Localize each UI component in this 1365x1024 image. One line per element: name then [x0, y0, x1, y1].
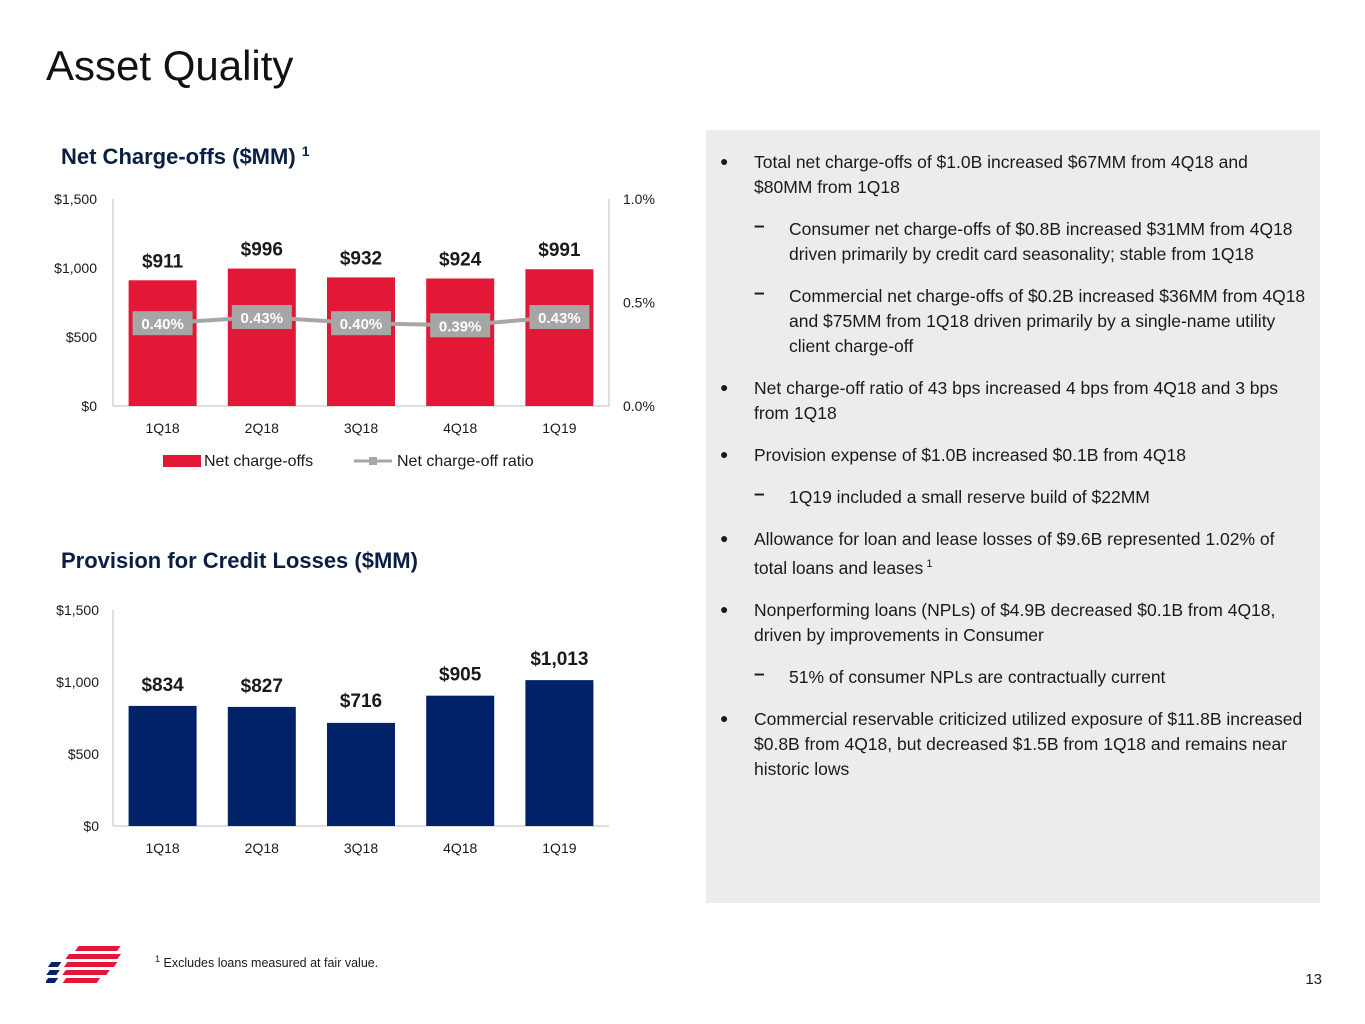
bullet-text: 1Q19 included a small reserve build of $…: [789, 487, 1150, 507]
sub-bullet-item: 1Q19 included a small reserve build of $…: [720, 482, 1310, 510]
bar-value-label: $911: [142, 251, 184, 272]
ratio-value-label: 0.43%: [538, 310, 581, 327]
y-tick-label: $0: [81, 398, 97, 414]
bullet-item: Nonperforming loans (NPLs) of $4.9B decr…: [720, 597, 1310, 648]
bar-value-label: $996: [241, 240, 283, 261]
ratio-label-box: [430, 313, 491, 338]
x-tick-label: 1Q19: [542, 840, 576, 856]
bar-value-label: $1,013: [530, 649, 588, 670]
ratio-label-box: [331, 311, 391, 336]
bullet-item: Commercial reservable criticized utilize…: [720, 706, 1310, 782]
ratio-label-box: [529, 304, 590, 329]
page-number: 13: [1305, 971, 1322, 988]
provision-bar: [227, 706, 296, 826]
x-tick-label: 1Q19: [542, 420, 576, 436]
y-tick-label: $1,000: [54, 260, 97, 276]
x-tick-label: 1Q18: [145, 840, 179, 856]
bullet-item: Total net charge-offs of $1.0B increased…: [720, 149, 1310, 200]
bullet-item: Allowance for loan and lease losses of $…: [720, 526, 1310, 581]
x-tick-label: 4Q18: [443, 840, 477, 856]
ratio-value-label: 0.43%: [241, 310, 284, 327]
x-tick-label: 1Q18: [145, 420, 179, 436]
bullet-text: Allowance for loan and lease losses of $…: [754, 529, 1275, 578]
bullet-text: Total net charge-offs of $1.0B increased…: [754, 152, 1248, 197]
y-tick-label: $0: [83, 818, 99, 834]
footnote: 1 Excludes loans measured at fair value.: [155, 954, 379, 970]
x-tick-label: 2Q18: [245, 420, 279, 436]
provision-bar: [327, 722, 395, 826]
net-charge-offs-bar: [525, 269, 594, 406]
bar-value-label: $834: [141, 675, 184, 696]
bullet-text: Consumer net charge-offs of $0.8B increa…: [789, 219, 1293, 264]
y2-tick-label: 1.0%: [623, 191, 655, 207]
commentary-bullets: Total net charge-offs of $1.0B increased…: [720, 149, 1310, 799]
net-charge-offs-bar: [426, 278, 495, 406]
net-charge-offs-chart: $0 $500 $1,000 $1,500 0.0% 0.5% 1.0% $911 1Q18 $9…: [54, 191, 655, 470]
legend-marker-ratio: [369, 457, 377, 465]
y2-tick-label: 0.5%: [623, 295, 655, 311]
bullet-text: Commercial reservable criticized utilize…: [754, 708, 1303, 779]
chart-title-provision: Provision for Credit Losses ($MM): [61, 548, 418, 573]
net-charge-offs-bar: [128, 280, 197, 406]
bullet-item: Provision expense of $1.0B increased $0.…: [720, 442, 1310, 468]
x-tick-label: 4Q18: [443, 420, 477, 436]
sub-bullet-item: 51% of consumer NPLs are contractually c…: [720, 662, 1310, 690]
net-charge-offs-bar: [327, 277, 395, 406]
bar-value-label: $932: [340, 248, 382, 269]
y-tick-label: $500: [66, 329, 97, 345]
ratio-value-label: 0.39%: [439, 318, 482, 335]
x-tick-label: 2Q18: [245, 840, 279, 856]
x-tick-label: 3Q18: [344, 420, 378, 436]
bar-value-label: $905: [439, 665, 482, 686]
ratio-value-label: 0.40%: [340, 316, 383, 333]
bar-value-label: $924: [439, 249, 482, 270]
page-title: Asset Quality: [46, 42, 294, 89]
provision-bar: [128, 705, 197, 826]
ratio-label-box: [132, 311, 193, 336]
bullet-text: 51% of consumer NPLs are contractually c…: [789, 666, 1166, 687]
bank-flag-logo: [46, 946, 121, 983]
y-tick-label: $500: [68, 746, 99, 762]
sub-bullet-item: Consumer net charge-offs of $0.8B increa…: [720, 214, 1310, 267]
chart-title-footnote-mark: 1: [301, 143, 310, 159]
bar-value-label: $827: [241, 676, 283, 697]
provision-chart: $0 $500 $1,000 $1,500 $834 1Q18 $827 2Q18 $716 3Q…: [56, 602, 609, 856]
bar-value-label: $716: [340, 691, 382, 712]
bullet-text: Net charge-off ratio of 43 bps increased…: [754, 378, 1279, 423]
y-tick-label: $1,500: [56, 602, 99, 618]
chart-title-net-charge-offs: Net Charge-offs ($MM) 1: [61, 143, 310, 169]
provision-bar: [426, 695, 495, 826]
bullet-text: Commercial net charge-offs of $0.2B incr…: [789, 286, 1306, 356]
bar-value-label: $991: [538, 240, 581, 261]
y-tick-label: $1,000: [56, 674, 99, 690]
y-tick-label: $1,500: [54, 191, 97, 207]
bullet-item: Net charge-off ratio of 43 bps increased…: [720, 375, 1310, 426]
legend-label-ratio: Net charge-off ratio: [397, 453, 534, 470]
ratio-value-label: 0.40%: [141, 316, 184, 333]
net-charge-offs-bar: [227, 268, 296, 406]
provision-bar: [525, 680, 594, 826]
footnote-mark: 1: [155, 954, 161, 964]
legend-swatch-net-charge-offs: [163, 455, 201, 467]
bullet-footnote-mark: 1: [923, 558, 933, 570]
legend-label-net-charge-offs: Net charge-offs: [204, 453, 313, 470]
bullet-text: Nonperforming loans (NPLs) of $4.9B decr…: [754, 599, 1276, 645]
sub-bullet-item: Commercial net charge-offs of $0.2B incr…: [720, 281, 1310, 359]
ratio-label-box: [231, 304, 292, 329]
y2-tick-label: 0.0%: [623, 398, 655, 414]
bullet-text: Provision expense of $1.0B increased $0.…: [754, 445, 1186, 465]
x-tick-label: 3Q18: [344, 840, 378, 856]
